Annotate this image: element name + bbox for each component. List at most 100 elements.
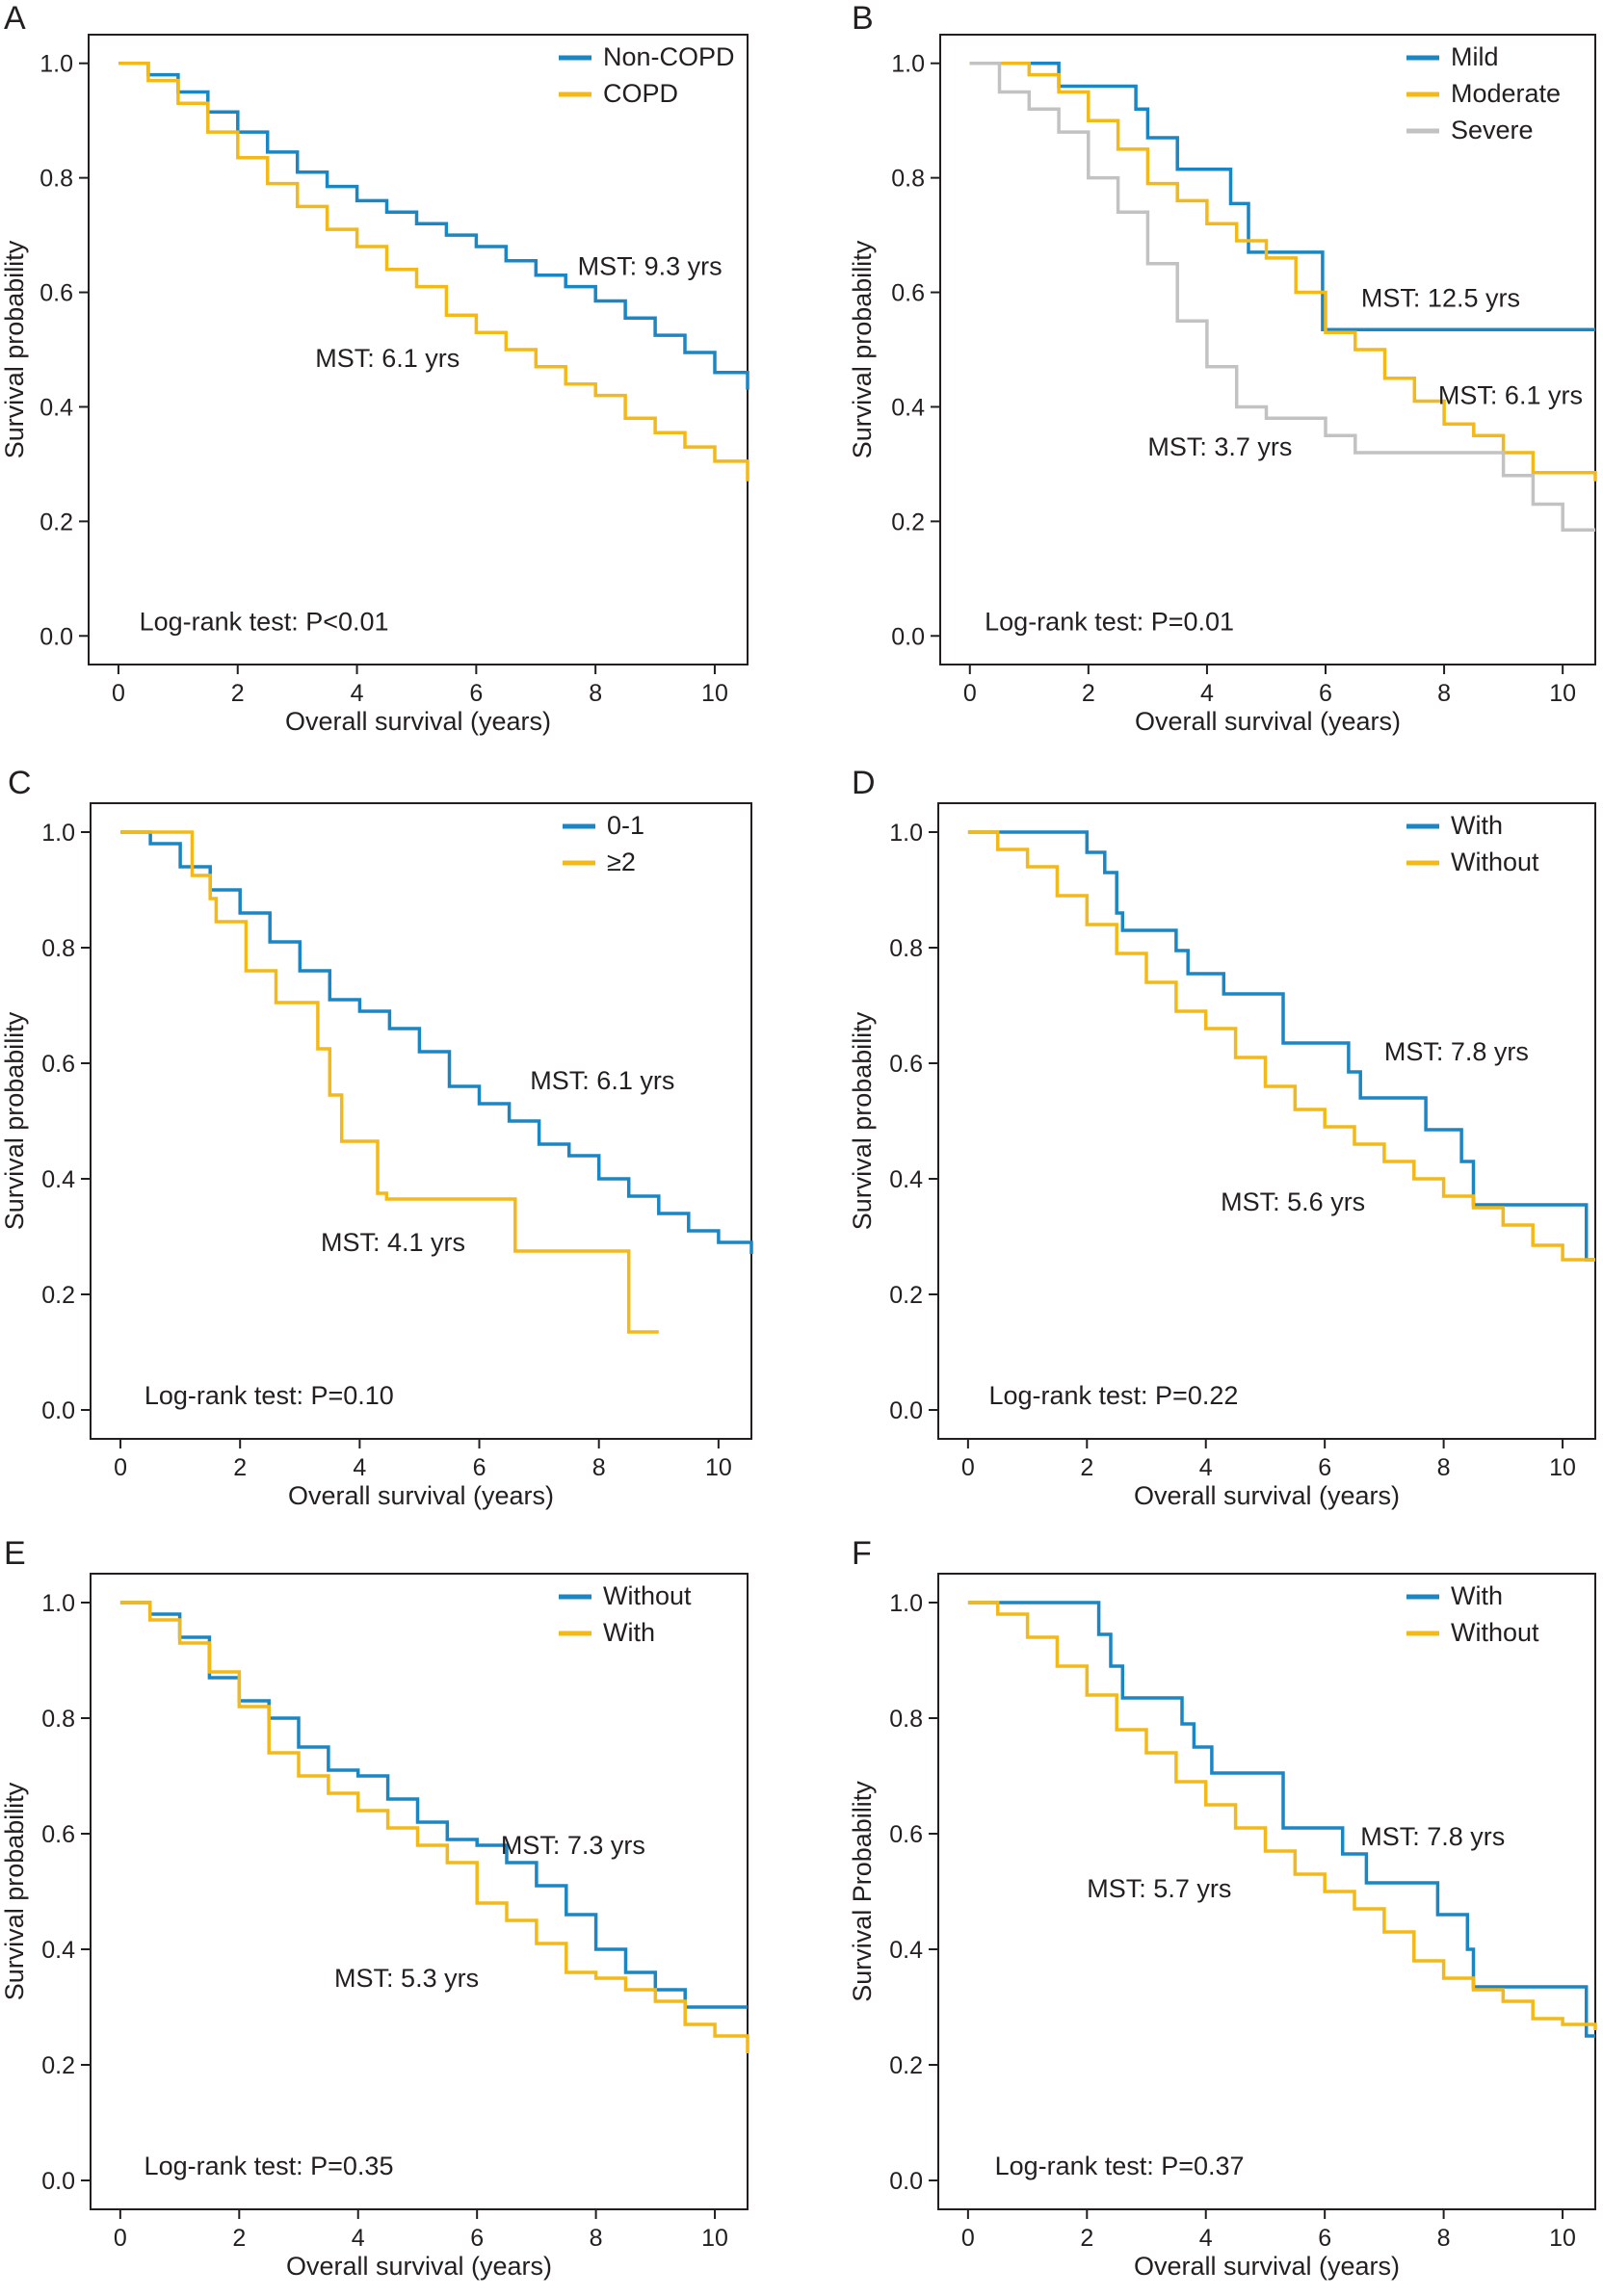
panel-a: A 0 2 4 6 8 10 0.0 0.2 0.4 0.6 0.8 1.0 Overall survi… — [0, 0, 802, 765]
y-tick-label: 0.8 — [41, 935, 75, 962]
panel-label: E — [4, 1535, 26, 1572]
series-line-severe — [969, 61, 1595, 533]
y-tick-label: 0.2 — [889, 2052, 923, 2079]
x-tick-label: 10 — [1549, 680, 1576, 707]
logrank-annotation: Log-rank test: P=0.10 — [145, 1381, 394, 1410]
x-tick-label: 4 — [1199, 2225, 1213, 2252]
legend-label: Moderate — [1451, 79, 1561, 108]
plot-frame — [937, 802, 1596, 1440]
series-line-mild — [969, 61, 1595, 331]
logrank-annotation: Log-rank test: P=0.01 — [985, 607, 1234, 636]
y-axis-label: Survival probability — [0, 240, 29, 458]
x-tick-label: 6 — [1318, 1454, 1331, 1481]
panel-label: D — [852, 765, 876, 801]
y-tick-label: 0.4 — [41, 1937, 75, 1964]
x-tick-label: 0 — [114, 2225, 127, 2252]
mst-annotation: MST: 4.1 yrs — [321, 1228, 465, 1257]
x-tick-label: 0 — [961, 1454, 975, 1481]
mst-annotation: MST: 7.8 yrs — [1360, 1822, 1505, 1851]
x-tick-label: 8 — [592, 1454, 606, 1481]
mst-annotation: MST: 5.3 yrs — [334, 1964, 479, 1993]
panel-b: B 0 2 4 6 8 10 0.0 0.2 0.4 0.6 0.8 1.0 Overall survi… — [848, 0, 1603, 765]
survival-plot: 0 2 4 6 8 10 0.0 0.2 0.4 0.6 0.8 1.0 Overall surviva… — [848, 802, 1596, 1510]
series-line-with — [967, 830, 1595, 1262]
y-tick-label: 0.0 — [889, 1397, 923, 1424]
x-tick-label: 2 — [231, 680, 245, 707]
series-line-copd — [118, 61, 749, 482]
series-line-without — [967, 1601, 1597, 2030]
x-axis-label: Overall survival (years) — [1134, 1481, 1400, 1510]
y-tick-label: 0.0 — [39, 623, 73, 650]
y-tick-label: 0.4 — [39, 394, 73, 421]
y-tick-label: 0.6 — [41, 1821, 75, 1848]
series-line-without — [967, 830, 1595, 1262]
legend-label: With — [603, 1618, 655, 1647]
y-tick-label: 0.4 — [889, 1166, 923, 1193]
x-tick-label: 2 — [1080, 2225, 1093, 2252]
y-tick-label: 0.8 — [889, 935, 923, 962]
series-line-2 — [120, 830, 659, 1334]
mst-annotation: MST: 6.1 yrs — [530, 1066, 674, 1095]
logrank-annotation: Log-rank test: P=0.22 — [988, 1381, 1238, 1410]
y-tick-label: 0.0 — [891, 623, 925, 650]
panel-label: F — [852, 1535, 872, 1572]
x-tick-label: 10 — [701, 2225, 728, 2252]
plot-frame — [939, 34, 1596, 665]
x-tick-label: 8 — [1437, 680, 1451, 707]
x-tick-label: 6 — [473, 1454, 486, 1481]
logrank-annotation: Log-rank test: P=0.37 — [995, 2152, 1245, 2180]
mst-annotation: MST: 5.7 yrs — [1087, 1874, 1231, 1903]
x-tick-label: 10 — [705, 1454, 732, 1481]
mst-annotation: MST: 6.1 yrs — [1438, 380, 1583, 409]
series-line-without — [119, 1601, 748, 2009]
legend-label: With — [1451, 811, 1503, 840]
y-tick-label: 0.2 — [41, 2052, 75, 2079]
x-axis-label: Overall survival (years) — [286, 2252, 552, 2281]
legend-label: Mild — [1451, 42, 1499, 71]
series-line-non-copd — [118, 61, 749, 390]
legend-label: Without — [1451, 1618, 1539, 1647]
x-tick-label: 2 — [1082, 680, 1095, 707]
series-line-with — [967, 1601, 1595, 2038]
y-tick-label: 1.0 — [39, 51, 73, 78]
y-tick-label: 0.6 — [39, 280, 73, 307]
x-tick-label: 2 — [1080, 1454, 1093, 1481]
x-tick-label: 4 — [353, 1454, 366, 1481]
legend-label: Severe — [1451, 116, 1534, 144]
y-tick-label: 0.6 — [41, 1051, 75, 1078]
panel-label: C — [8, 765, 32, 801]
y-tick-label: 1.0 — [41, 1590, 75, 1617]
y-tick-label: 0.8 — [39, 166, 73, 193]
y-tick-label: 0.2 — [891, 509, 925, 535]
legend-label: Without — [603, 1581, 692, 1610]
panel-c: C 0 2 4 6 8 10 0.0 0.2 0.4 0.6 0.8 1.0 Overall survi… — [0, 765, 802, 1535]
y-tick-label: 0.8 — [889, 1706, 923, 1733]
y-axis-label: Survival probability — [848, 240, 877, 458]
x-tick-label: 0 — [961, 2225, 975, 2252]
y-tick-label: 1.0 — [889, 1590, 923, 1617]
legend-label: 0-1 — [607, 811, 644, 840]
x-tick-label: 6 — [469, 680, 483, 707]
mst-annotation: MST: 6.1 yrs — [315, 344, 460, 373]
legend-label: Without — [1451, 848, 1539, 876]
x-tick-label: 8 — [1437, 1454, 1451, 1481]
x-tick-label: 6 — [470, 2225, 484, 2252]
mst-annotation: MST: 12.5 yrs — [1361, 283, 1520, 312]
x-tick-label: 2 — [232, 2225, 246, 2252]
plot-frame — [90, 802, 752, 1440]
survival-plot: 0 2 4 6 8 10 0.0 0.2 0.4 0.6 0.8 1.0 Overall surviva… — [0, 1573, 749, 2281]
y-tick-label: 1.0 — [891, 51, 925, 78]
y-tick-label: 0.0 — [41, 1397, 75, 1424]
x-tick-label: 8 — [590, 2225, 603, 2252]
x-axis-label: Overall survival (years) — [288, 1481, 554, 1510]
mst-annotation: MST: 7.3 yrs — [501, 1831, 645, 1860]
x-tick-label: 4 — [1199, 1454, 1213, 1481]
x-tick-label: 6 — [1318, 2225, 1331, 2252]
plot-frame — [937, 1573, 1596, 2210]
x-tick-label: 0 — [114, 1454, 127, 1481]
x-tick-label: 10 — [1549, 1454, 1576, 1481]
series-line-with — [119, 1601, 749, 2053]
x-tick-label: 0 — [963, 680, 977, 707]
y-tick-label: 0.6 — [891, 280, 925, 307]
y-tick-label: 0.2 — [889, 1282, 923, 1309]
